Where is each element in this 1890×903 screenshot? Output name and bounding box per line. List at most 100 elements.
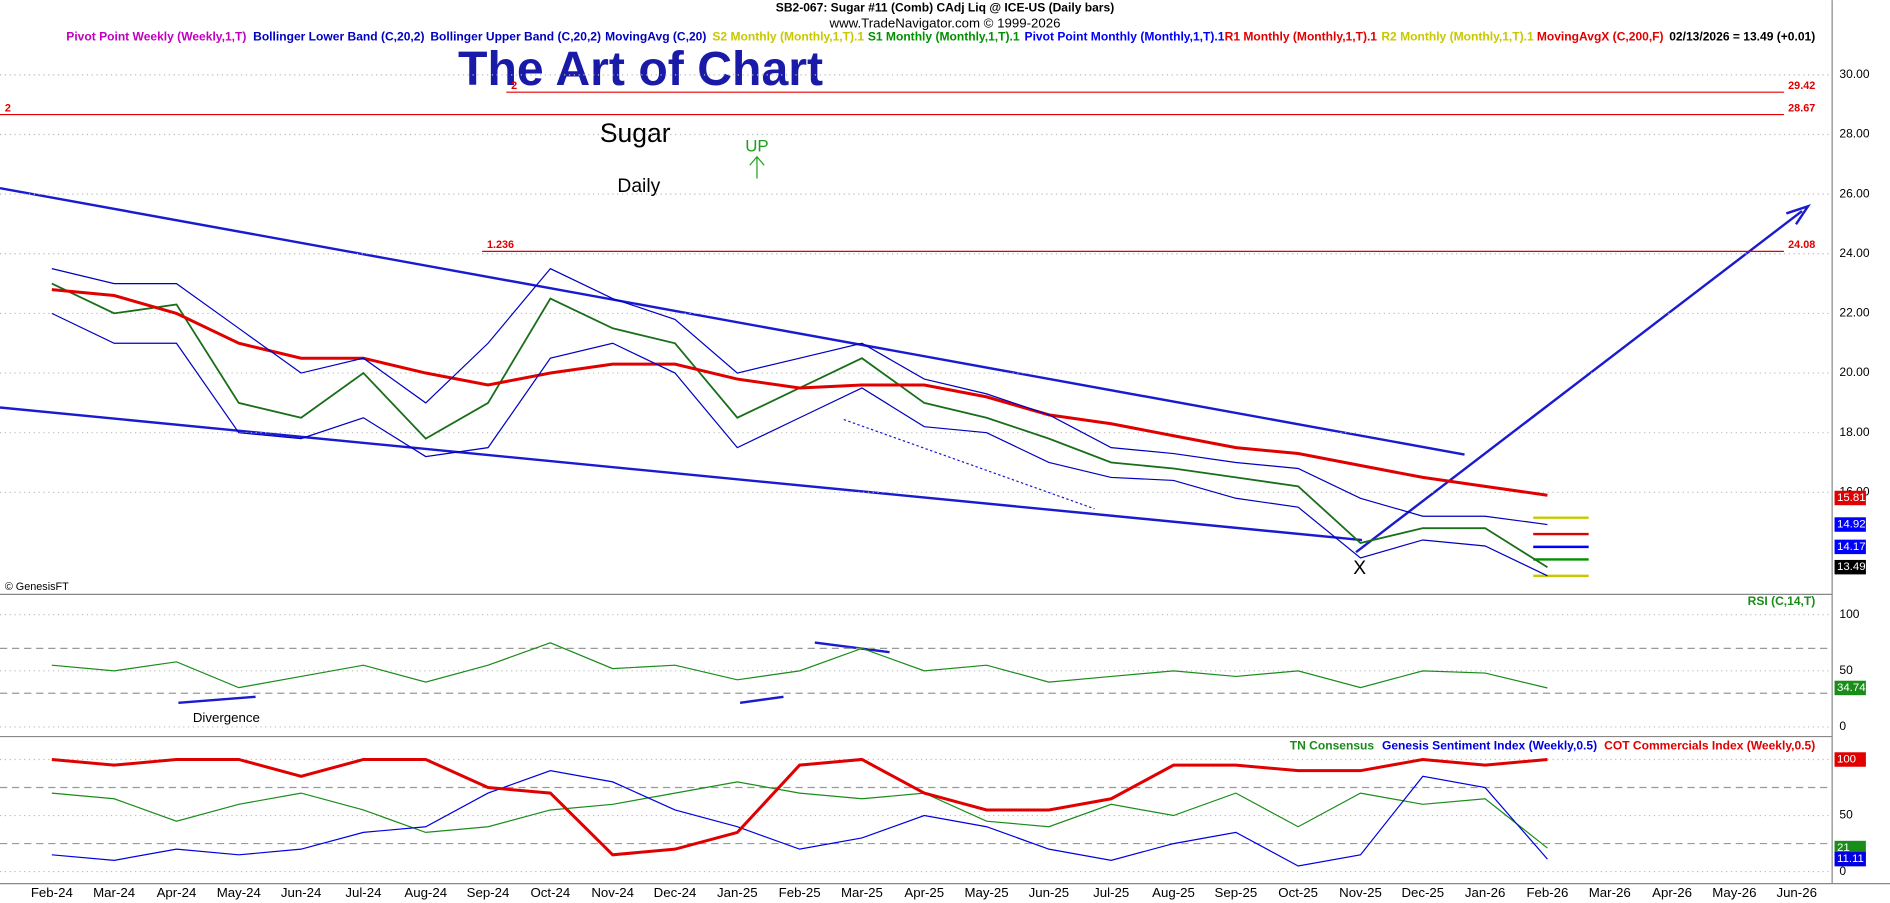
x-tick-label: Mar-25 (841, 885, 883, 900)
value-box (1834, 752, 1866, 767)
legend-entry: Pivot Point Monthly (Monthly,1,T).1 (1025, 30, 1225, 44)
value-box (1834, 840, 1866, 856)
series-line (51, 757, 1548, 857)
level-label: 2 (511, 80, 517, 92)
x-tick-label: Jan-25 (717, 885, 758, 900)
legend-entry: Pivot Point Weekly (Weekly,1,T) (66, 30, 246, 44)
x-tick-label: Nov-25 (1339, 885, 1382, 900)
y-tick-label: 0 (1839, 864, 1846, 878)
x-tick-label: Oct-24 (530, 885, 570, 900)
panel-title: RSI (C,14,T) (1748, 594, 1816, 608)
series-line (51, 312, 1548, 577)
x-tick-label: Mar-24 (93, 885, 135, 900)
period: Daily (617, 176, 660, 197)
series-line (51, 770, 1548, 867)
series-line (51, 267, 1548, 526)
y-tick-label: 28.00 (1839, 127, 1869, 141)
x-tick-label: Feb-24 (31, 885, 73, 900)
y-tick-label: 100 (1839, 607, 1859, 621)
y-tick-label: 18.00 (1839, 425, 1869, 439)
legend-entry: S2 Monthly (Monthly,1,T).1 (712, 30, 864, 44)
legend-entry: MovingAvgX (C,200,F) (1537, 30, 1664, 44)
value-box (1834, 559, 1866, 575)
series-line (51, 781, 1548, 849)
x-tick-label: May-26 (1712, 885, 1756, 900)
x-tick-label: Jun-24 (281, 885, 322, 900)
x-tick-label: Mar-26 (1589, 885, 1631, 900)
y-tick-label: 22.00 (1839, 306, 1869, 320)
legend-entry: TN Consensus (1290, 738, 1375, 752)
legend-entry: Genesis Sentiment Index (Weekly,0.5) (1382, 738, 1597, 752)
legend-entry: R1 Monthly (Monthly,1,T).1 (1225, 30, 1378, 44)
x-tick-label: May-25 (964, 885, 1008, 900)
level-label: 2 (5, 102, 11, 114)
value-box (1834, 851, 1866, 867)
projection-arrow (1785, 203, 1811, 225)
series-line (51, 288, 1548, 497)
legend-entry: Bollinger Upper Band (C,20,2) (430, 30, 601, 44)
x-tick-label: Dec-25 (1401, 885, 1444, 900)
divergence-line (739, 695, 784, 705)
y-tick-label: 50 (1839, 808, 1853, 822)
trend-line (0, 186, 1465, 456)
x-tick-label: Aug-24 (404, 885, 447, 900)
level-value: 24.08 (1788, 239, 1815, 251)
main-title: The Art of Chart (458, 42, 823, 96)
x-tick-label: May-24 (217, 885, 261, 900)
x-tick-label: Feb-25 (779, 885, 821, 900)
x-mark: X (1353, 558, 1366, 579)
x-tick-label: Jun-26 (1776, 885, 1817, 900)
price-box-label: 14.92 (1837, 519, 1866, 531)
divergence-line (814, 641, 890, 654)
y-tick-label: 0 (1839, 719, 1846, 733)
x-tick-label: Apr-24 (157, 885, 197, 900)
divergence: Divergence (193, 710, 260, 725)
price-box (1834, 490, 1866, 506)
symbol: SB2-067: Sugar #11 (Comb) CAdj Liq @ ICE… (776, 1, 1114, 15)
up-arrow (749, 155, 765, 179)
up-label: UP (745, 137, 768, 156)
x-tick-label: Jan-26 (1465, 885, 1506, 900)
copyright: © GenesisFT (5, 581, 69, 593)
y-tick-label: 26.00 (1839, 186, 1869, 200)
value-box-label: 100 (1837, 754, 1856, 766)
x-tick-label: Apr-25 (904, 885, 944, 900)
y-tick-label: 50 (1839, 663, 1853, 677)
y-tick-label: 30.00 (1839, 67, 1869, 81)
value-box-label: 34.74 (1837, 682, 1866, 694)
legend-entry: COT Commercials Index (Weekly,0.5) (1604, 738, 1815, 752)
x-tick-label: Sep-24 (467, 885, 510, 900)
level-label: 1.236 (487, 239, 514, 251)
site: www.TradeNavigator.com © 1999-2026 (829, 16, 1061, 31)
value-box-label: 21 (1837, 842, 1850, 854)
value-box-label: 13.49 (1837, 561, 1866, 573)
price-box-label: 14.17 (1837, 541, 1866, 553)
x-tick-label: Apr-26 (1652, 885, 1692, 900)
y-tick-label: 20.00 (1839, 365, 1869, 379)
x-tick-label: Dec-24 (654, 885, 697, 900)
legend-entry: R2 Monthly (Monthly,1,T).1 (1381, 30, 1534, 44)
commodity: Sugar (600, 118, 671, 148)
divergence-line (178, 695, 256, 705)
x-tick-label: Nov-24 (591, 885, 634, 900)
legend-entry: Bollinger Lower Band (C,20,2) (253, 30, 424, 44)
level-value: 28.67 (1788, 102, 1815, 114)
legend-entry: S1 Monthly (Monthly,1,T).1 (868, 30, 1020, 44)
x-tick-label: Jun-25 (1029, 885, 1070, 900)
quote: 02/13/2026 = 13.49 (+0.01) (1669, 30, 1815, 44)
projection (1355, 210, 1803, 554)
x-tick-label: Jul-25 (1093, 885, 1129, 900)
series-line (51, 642, 1548, 689)
level-value: 29.42 (1788, 80, 1815, 92)
y-tick-label: 24.00 (1839, 246, 1869, 260)
price-box (1834, 539, 1866, 555)
trend-line (0, 406, 1363, 542)
x-tick-label: Oct-25 (1278, 885, 1318, 900)
price-box (1834, 517, 1866, 532)
x-tick-label: Feb-26 (1526, 885, 1568, 900)
value-box (1834, 680, 1866, 696)
x-tick-label: Sep-25 (1214, 885, 1257, 900)
value-box-label: 11.11 (1837, 853, 1864, 865)
